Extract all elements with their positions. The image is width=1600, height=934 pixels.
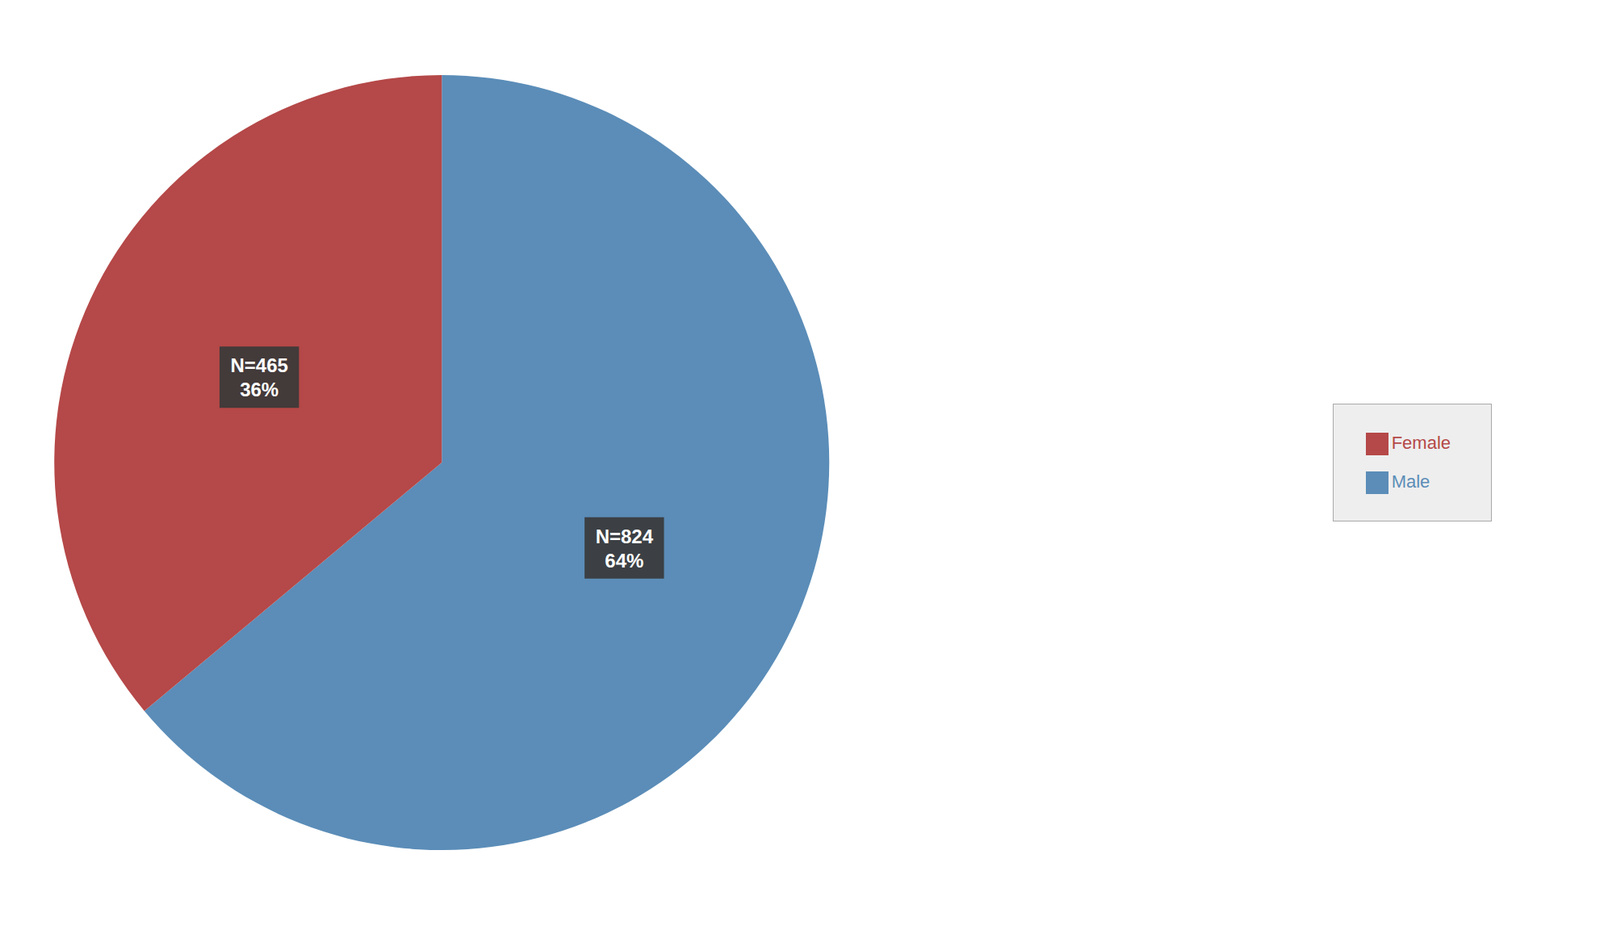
svg-text:N=82464%: N=82464%: [595, 524, 654, 571]
html-text:Male: Male: [1391, 471, 1430, 492]
svg-text:N=46536%: N=46536%: [230, 354, 288, 401]
html-text:Female: Female: [1391, 432, 1451, 453]
